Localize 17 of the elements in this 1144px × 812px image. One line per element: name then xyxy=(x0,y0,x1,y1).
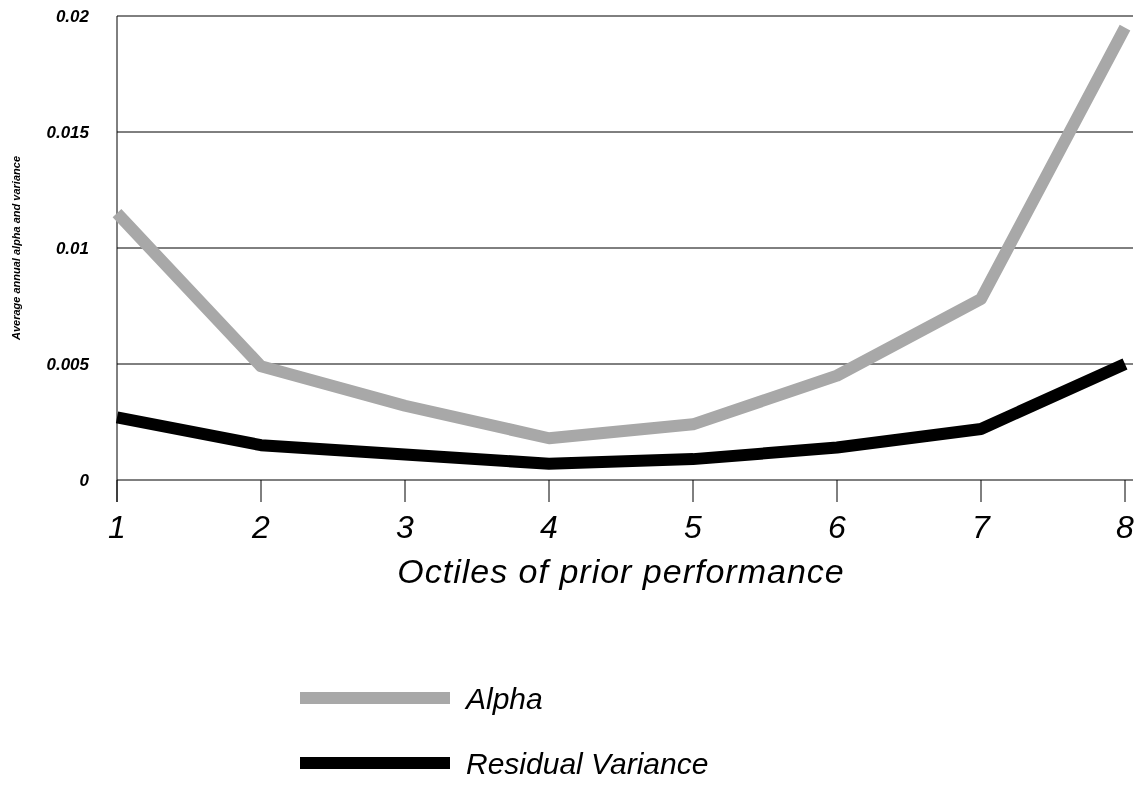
x-tick-label: 5 xyxy=(684,509,703,545)
legend-label: Alpha xyxy=(464,682,543,715)
x-tick-label: 7 xyxy=(972,509,992,545)
x-tick-label: 3 xyxy=(396,509,415,545)
y-axis-title: Average annual alpha and variance xyxy=(10,155,22,342)
y-tick-label: 0 xyxy=(79,471,90,490)
x-tick-label: 1 xyxy=(108,509,126,545)
x-axis-title: Octiles of prior performance xyxy=(397,552,845,590)
x-tick-label: 2 xyxy=(251,509,271,545)
y-tick-label: 0.015 xyxy=(46,123,90,142)
x-tick-label: 8 xyxy=(1116,509,1135,545)
x-tick-label: 6 xyxy=(828,509,847,545)
y-tick-label: 0.01 xyxy=(55,239,89,258)
y-tick-label: 0.005 xyxy=(46,355,90,374)
x-tick-label: 4 xyxy=(540,509,558,545)
y-tick-label: 0.02 xyxy=(55,7,90,26)
legend-label: Residual Variance xyxy=(466,747,709,780)
